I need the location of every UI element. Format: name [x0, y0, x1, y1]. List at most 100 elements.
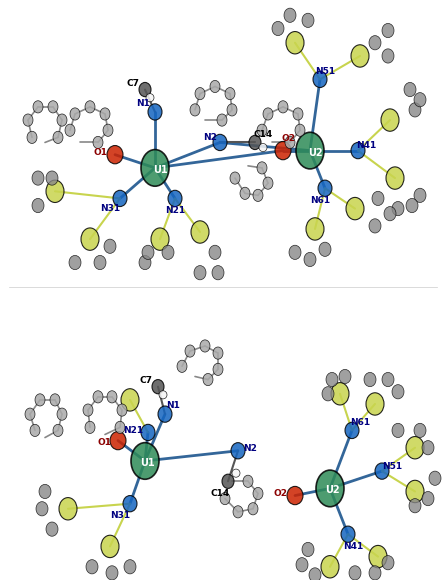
Text: N31: N31	[100, 204, 120, 213]
Ellipse shape	[53, 425, 63, 437]
Ellipse shape	[278, 101, 288, 113]
Ellipse shape	[53, 131, 63, 143]
Ellipse shape	[81, 228, 99, 251]
Text: C14: C14	[211, 489, 230, 498]
Ellipse shape	[406, 437, 424, 459]
Ellipse shape	[321, 556, 339, 578]
Ellipse shape	[322, 387, 334, 401]
Ellipse shape	[104, 239, 116, 253]
Ellipse shape	[227, 104, 237, 116]
Ellipse shape	[141, 150, 169, 186]
Ellipse shape	[65, 124, 75, 136]
Ellipse shape	[209, 245, 221, 259]
Text: N41: N41	[343, 542, 363, 551]
Ellipse shape	[351, 45, 369, 67]
Ellipse shape	[148, 104, 162, 120]
Ellipse shape	[364, 372, 376, 387]
Ellipse shape	[409, 103, 421, 117]
Ellipse shape	[386, 167, 404, 189]
Ellipse shape	[168, 190, 182, 206]
Ellipse shape	[318, 180, 332, 197]
Ellipse shape	[103, 124, 113, 136]
Ellipse shape	[194, 266, 206, 280]
Ellipse shape	[212, 266, 224, 280]
Ellipse shape	[392, 423, 404, 437]
Ellipse shape	[253, 189, 263, 201]
Ellipse shape	[240, 187, 250, 200]
Text: N21: N21	[123, 426, 143, 435]
Ellipse shape	[152, 379, 164, 394]
Ellipse shape	[382, 556, 394, 570]
Ellipse shape	[100, 108, 110, 120]
Ellipse shape	[101, 535, 119, 557]
Ellipse shape	[392, 385, 404, 399]
Ellipse shape	[141, 425, 155, 441]
Ellipse shape	[296, 557, 308, 572]
Text: U2: U2	[325, 485, 339, 495]
Ellipse shape	[158, 406, 172, 422]
Ellipse shape	[57, 408, 67, 420]
Ellipse shape	[85, 101, 95, 113]
Ellipse shape	[121, 389, 139, 411]
Ellipse shape	[46, 180, 64, 202]
Ellipse shape	[151, 228, 169, 251]
Ellipse shape	[139, 255, 151, 270]
Text: N2: N2	[243, 444, 257, 453]
Ellipse shape	[286, 31, 304, 54]
Ellipse shape	[213, 363, 223, 375]
Text: N41: N41	[356, 141, 376, 150]
Text: N51: N51	[382, 462, 402, 470]
Ellipse shape	[70, 108, 80, 120]
Ellipse shape	[287, 487, 303, 505]
Text: N61: N61	[350, 418, 370, 427]
Ellipse shape	[392, 201, 404, 216]
Ellipse shape	[39, 484, 51, 499]
Ellipse shape	[406, 480, 424, 503]
Ellipse shape	[375, 463, 389, 479]
Ellipse shape	[107, 391, 117, 403]
Ellipse shape	[231, 443, 245, 459]
Ellipse shape	[139, 82, 151, 97]
Ellipse shape	[414, 93, 426, 107]
Ellipse shape	[429, 471, 441, 485]
Ellipse shape	[382, 49, 394, 63]
Ellipse shape	[107, 146, 123, 164]
Ellipse shape	[248, 503, 258, 515]
Ellipse shape	[296, 132, 324, 169]
Ellipse shape	[304, 252, 316, 267]
Text: N1: N1	[166, 401, 180, 411]
Text: U2: U2	[308, 148, 322, 158]
Ellipse shape	[23, 114, 33, 126]
Ellipse shape	[369, 35, 381, 50]
Ellipse shape	[351, 143, 365, 159]
Ellipse shape	[309, 568, 321, 580]
Ellipse shape	[35, 394, 45, 406]
Ellipse shape	[285, 136, 295, 148]
Ellipse shape	[293, 108, 303, 120]
Ellipse shape	[331, 383, 349, 405]
Ellipse shape	[106, 566, 118, 580]
Ellipse shape	[25, 408, 35, 420]
Text: N51: N51	[315, 67, 335, 76]
Ellipse shape	[190, 104, 200, 116]
Text: U1: U1	[153, 165, 167, 175]
Ellipse shape	[422, 441, 434, 455]
Ellipse shape	[222, 474, 234, 488]
Text: C14: C14	[253, 130, 273, 139]
Ellipse shape	[369, 566, 381, 580]
Ellipse shape	[191, 221, 209, 243]
Ellipse shape	[253, 487, 263, 499]
Ellipse shape	[185, 345, 195, 357]
Ellipse shape	[203, 374, 213, 386]
Ellipse shape	[414, 423, 426, 437]
Text: N1: N1	[136, 99, 150, 108]
Ellipse shape	[30, 425, 40, 437]
Ellipse shape	[369, 545, 387, 568]
Ellipse shape	[117, 404, 127, 416]
Ellipse shape	[85, 421, 95, 433]
Ellipse shape	[232, 469, 240, 477]
Text: C7: C7	[140, 376, 153, 385]
Ellipse shape	[94, 255, 106, 270]
Ellipse shape	[225, 88, 235, 100]
Ellipse shape	[213, 135, 227, 151]
